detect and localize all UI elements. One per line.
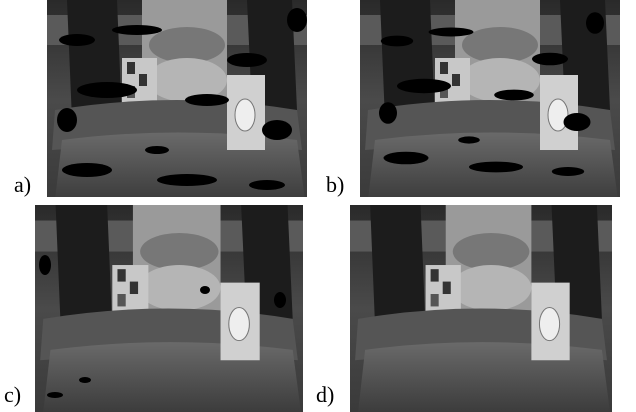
- panel-c: c): [4, 205, 303, 412]
- panel-a: a): [14, 0, 307, 200]
- panel-image: [47, 0, 307, 200]
- panel-image: [35, 205, 303, 412]
- panel-label: b): [326, 172, 344, 197]
- figure: a) b) c) d): [0, 0, 636, 412]
- panel-label: a): [14, 172, 31, 197]
- panel-image: [360, 0, 620, 200]
- panel-label: c): [4, 382, 21, 407]
- panel-b: b): [326, 0, 620, 200]
- panel-image: [350, 205, 612, 412]
- panel-label: d): [316, 382, 334, 407]
- panel-d: d): [316, 205, 612, 412]
